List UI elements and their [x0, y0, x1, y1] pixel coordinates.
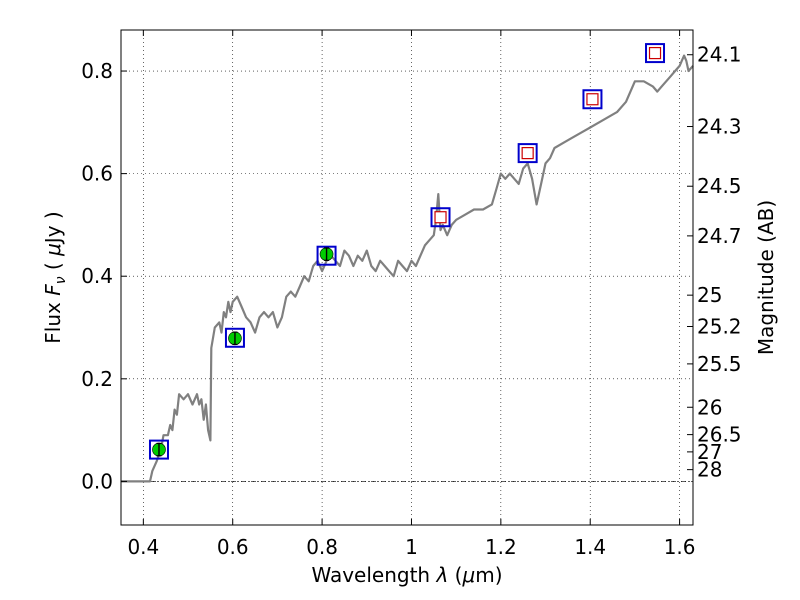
mag-tick-label: 26 [697, 395, 722, 419]
upper-limit-marker [521, 147, 534, 160]
upper-limit-marker [648, 46, 662, 60]
model-photometry-marker [316, 245, 337, 266]
mag-tick-label: 24.7 [697, 224, 742, 248]
model-photometry-marker [430, 207, 451, 228]
mag-tick-label: 24.3 [697, 115, 742, 139]
mag-tick-label: 25 [697, 283, 722, 307]
axis-ticks: 0.4 0.6 0.8 1 1.2 1.4 1.6 0.0 0.2 0.4 0.6 0.8 24.1 24… [81, 30, 742, 559]
mag-tick-label: 26.5 [697, 423, 742, 447]
y-axis-label: Flux Fν ( μJy ) [41, 211, 69, 343]
plot-frame [120, 29, 694, 526]
grid-lines [121, 30, 693, 525]
mag-tick-label: 25.5 [697, 352, 742, 376]
mag-tick-label: 25.2 [697, 314, 742, 338]
y-tick-label: 0.6 [81, 162, 113, 186]
x-tick-label: 0.8 [306, 535, 338, 559]
x-axis-label: Wavelength λ (μm) [311, 563, 502, 587]
upper-limit-marker [586, 93, 599, 106]
plot-series [121, 43, 694, 483]
model-photometry-marker [645, 43, 666, 64]
model-photometry-marker [517, 143, 538, 164]
y-tick-label: 0.4 [81, 264, 113, 288]
x-tick-label: 1 [405, 535, 418, 559]
upper-limit-marker [434, 211, 447, 224]
x-tick-label: 1.4 [574, 535, 606, 559]
x-tick-label: 1.6 [664, 535, 696, 559]
model-photometry-marker [224, 327, 245, 348]
x-tick-label: 1.2 [485, 535, 517, 559]
x-tick-label: 0.4 [127, 535, 159, 559]
mag-tick-label: 24.1 [697, 43, 742, 67]
y-tick-label: 0.2 [81, 367, 113, 391]
y-tick-label: 0.0 [81, 469, 113, 493]
y-tick-label: 0.8 [81, 59, 113, 83]
mag-tick-label: 28 [697, 458, 722, 482]
mag-tick-label: 24.5 [697, 174, 742, 198]
model-photometry-marker [582, 89, 603, 110]
y2-axis-label: Magnitude (AB) [754, 200, 778, 355]
model-spectrum-line [121, 54, 694, 483]
x-tick-label: 0.6 [217, 535, 249, 559]
model-photometry-marker [148, 439, 169, 460]
mag-tick-label: 27 [697, 440, 722, 464]
